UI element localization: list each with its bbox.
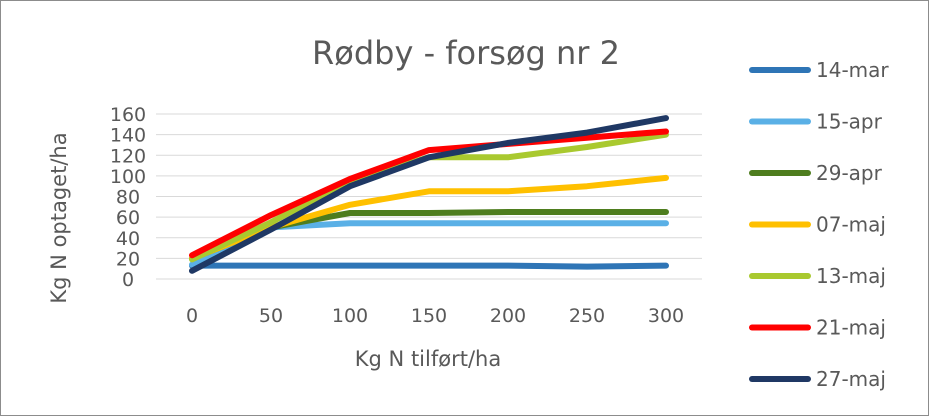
x-axis-ticks: 0 50 100 150 200 250 300 [186,305,684,327]
legend-label: 29-apr [816,161,883,185]
x-tick-label: 300 [648,305,684,327]
x-axis-label: Kg N tilført/ha [355,347,501,371]
legend-item: 07-maj [749,213,886,237]
legend-item: 15-apr [749,110,883,134]
x-tick-label: 50 [259,305,283,327]
legend-label: 14-mar [816,58,889,82]
legend-label: 07-maj [816,213,886,237]
legend-label: 27-maj [816,367,886,391]
y-tick-label: 60 [116,207,140,229]
legend-label: 13-maj [816,264,886,288]
y-tick-label: 100 [110,166,146,188]
x-tick-label: 100 [332,305,368,327]
x-tick-label: 150 [411,305,447,327]
y-tick-label: 140 [110,125,146,147]
legend-item: 21-maj [749,316,886,340]
legend-item: 27-maj [749,367,886,391]
x-tick-label: 250 [569,305,605,327]
series-line-21-maj [189,128,669,259]
x-tick-label: 0 [186,305,198,327]
legend-item: 29-apr [749,161,883,185]
series-line-27-maj [189,115,669,274]
legend: 14-mar 15-apr 29-apr 07-maj 13-maj 21-maj 27-m… [749,58,889,391]
x-tick-label: 200 [490,305,526,327]
legend-label: 21-maj [816,316,886,340]
y-tick-label: 0 [122,269,134,291]
y-tick-label: 120 [110,145,146,167]
series-line-14-mar [189,262,669,270]
gridlines [156,113,702,280]
y-axis-label: Kg N optaget/ha [47,132,71,303]
y-tick-label: 160 [110,104,146,126]
legend-item: 13-maj [749,264,886,288]
chart-title: Rødby - forsøg nr 2 [312,34,620,72]
legend-item: 14-mar [749,58,889,82]
y-tick-label: 40 [116,228,140,250]
y-tick-label: 80 [116,187,140,209]
series-lines [189,115,669,274]
y-tick-label: 20 [116,248,140,270]
legend-label: 15-apr [816,110,883,134]
